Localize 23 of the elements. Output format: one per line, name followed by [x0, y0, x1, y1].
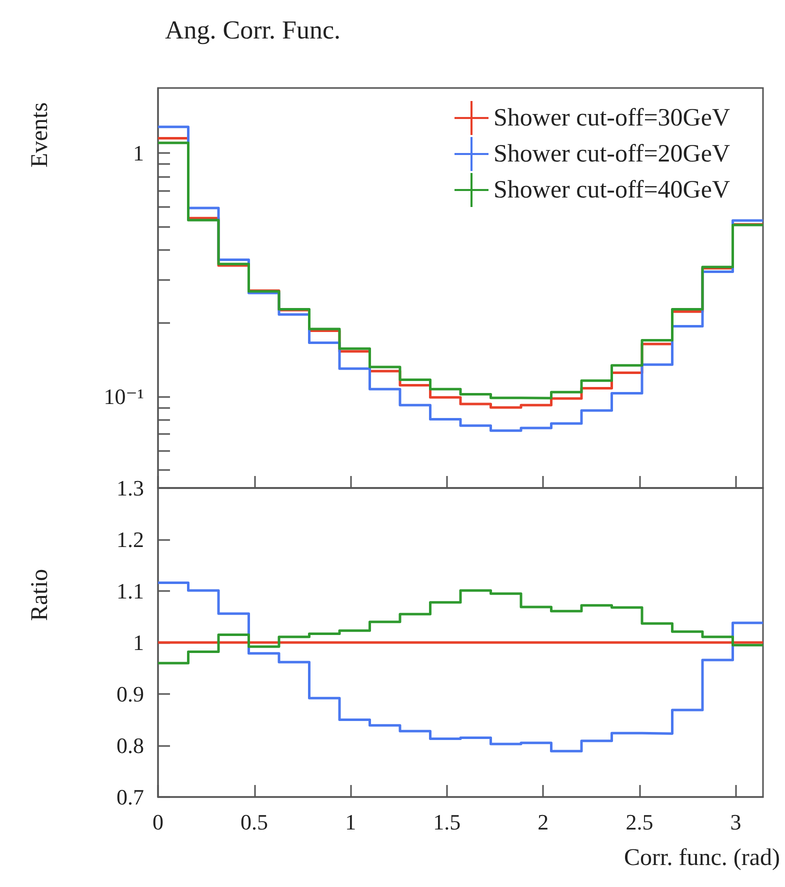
- y-tick-label: 1: [133, 630, 144, 655]
- legend-label: Shower cut-off=30GeV: [494, 104, 730, 132]
- y-tick-label: 10⁻¹: [104, 384, 144, 409]
- y-tick-label: 1.1: [116, 578, 144, 604]
- x-tick-label: 1.5: [433, 810, 461, 834]
- x-tick-label: 0.5: [240, 810, 268, 834]
- y-axis-title: Ratio: [27, 569, 53, 621]
- legend-label: Shower cut-off=40GeV: [494, 176, 730, 204]
- legend-label: Shower cut-off=20GeV: [494, 140, 730, 168]
- y-tick-label: 1.2: [116, 527, 144, 552]
- y-tick-label: 1: [133, 140, 144, 166]
- y-tick-label: 1.3: [116, 476, 144, 500]
- y-tick-label: 0.7: [116, 784, 144, 810]
- y-tick-label: 0.8: [116, 733, 144, 758]
- x-tick-label: 2: [538, 810, 549, 834]
- x-tick-label: 0: [152, 810, 164, 834]
- x-tick-label: 1: [345, 810, 356, 834]
- x-tick-label: 2.5: [626, 810, 654, 834]
- chart-title: Ang. Corr. Func.: [165, 16, 340, 44]
- x-axis-title: Corr. func. (rad): [624, 845, 780, 871]
- x-tick-label: 3: [730, 810, 742, 834]
- y-axis-title: Events: [27, 102, 53, 168]
- y-tick-label: 0.9: [116, 682, 144, 706]
